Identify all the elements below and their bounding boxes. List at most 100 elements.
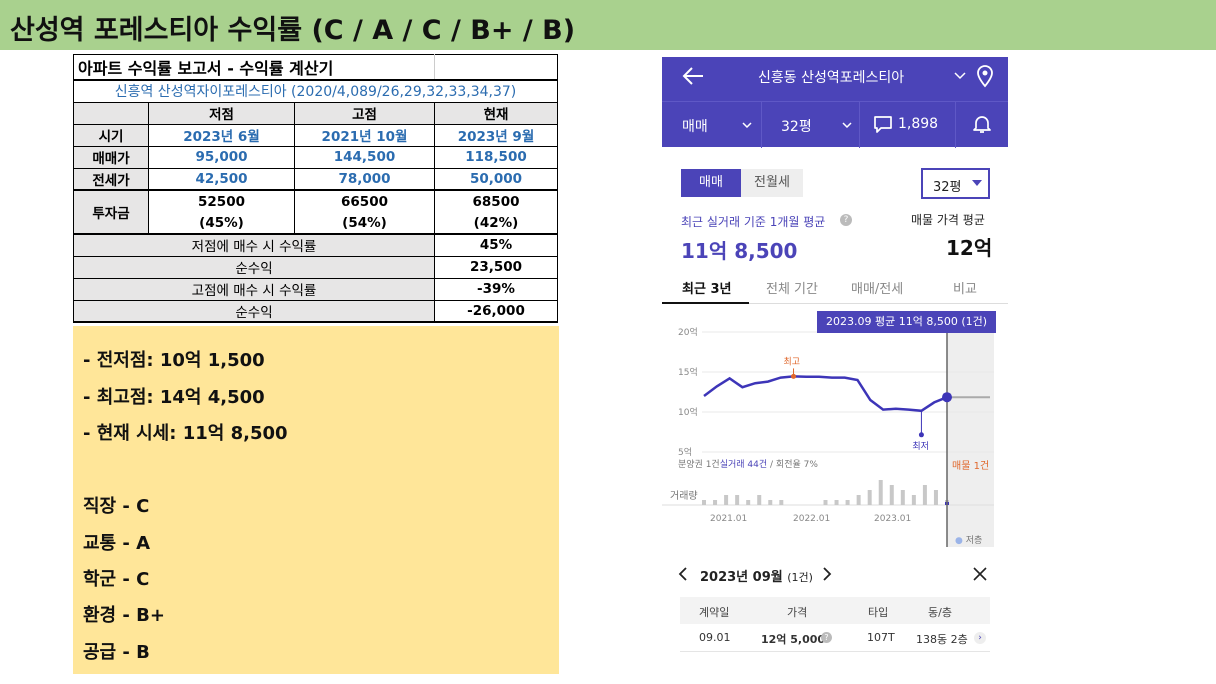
volume-bar — [713, 500, 718, 505]
tab-sale[interactable]: 매매 — [681, 169, 741, 197]
header-title[interactable]: 신흥동 산성역포레스티아 — [758, 70, 905, 86]
cell-invest-low: 52500 — [148, 189, 295, 212]
app-header: 신흥동 산성역포레스티아 매매 32평 1,898 — [662, 57, 1008, 148]
row-label-period: 시기 — [73, 123, 149, 147]
info-icon[interactable]: ? — [840, 214, 852, 226]
back-arrow-icon[interactable] — [682, 66, 704, 86]
tab-rent[interactable]: 전월세 — [741, 169, 803, 197]
volume-bar — [900, 490, 905, 505]
cell-invest-pct-high: (54%) — [294, 212, 435, 235]
volume-bar — [702, 500, 706, 505]
volume-bar — [856, 495, 861, 505]
volume-bar — [889, 485, 894, 505]
avg-label: 최근 실거래 기준 1개월 평균 — [681, 215, 826, 229]
bell-icon — [973, 116, 991, 133]
grade-line: 직장 - C — [83, 496, 150, 517]
volume-bar — [724, 495, 729, 505]
size-label: 32평 — [781, 119, 812, 135]
chart-tooltip: 2023.09 평균 11억 8,500 (1건) — [817, 311, 997, 333]
y-tick-label: 5억 — [678, 446, 692, 458]
summary-label: 저점에 매수 시 수익률 — [73, 233, 435, 257]
slide-title: 산성역 포레스티아 수익률 (C / A / C / B+ / B) — [10, 15, 576, 46]
summary-value: -26,000 — [434, 299, 558, 323]
cell-invest-high: 66500 — [294, 189, 435, 212]
size-select-label: 32평 — [933, 180, 962, 195]
cell-sale-low: 95,000 — [148, 145, 295, 169]
high-label: 최고 — [784, 356, 801, 367]
listing-label: 매물 가격 평균 — [911, 213, 985, 227]
report-subtitle: 신흥역 산성역자이포레스티아 (2020/4,089/26,29,32,33,3… — [73, 79, 558, 103]
trade-detail: 2023년 09월 (1건) 계약일 가격 타입 동/층 09.01 12억 5… — [662, 557, 1008, 657]
tab-sale-jeonse[interactable]: 매매/전세 — [851, 282, 904, 297]
x-tick-label: 2023.01 — [874, 514, 911, 524]
trade-type-label: 매매 — [682, 119, 708, 135]
detail-header: 동/층 — [928, 606, 952, 619]
volume-bar — [878, 480, 883, 505]
tab-recent-3y[interactable]: 최근 3년 — [682, 282, 732, 297]
chevron-left-icon[interactable] — [678, 567, 688, 581]
notification-button[interactable] — [956, 102, 1008, 148]
grade-line: 교통 - A — [83, 533, 151, 554]
volume-bar — [779, 500, 784, 505]
cell-invest-pct-low: (45%) — [148, 212, 295, 235]
summary-value: 23,500 — [434, 255, 558, 279]
detail-row[interactable]: 09.01 12억 5,000 ? 107T 138동 2층 › — [680, 624, 990, 652]
size-select[interactable]: 32평 — [921, 168, 990, 199]
size-dropdown[interactable]: 32평 — [762, 102, 860, 148]
tab-all-period[interactable]: 전체 기간 — [766, 282, 818, 297]
note-bullet: - 최고점: 14억 4,500 — [83, 387, 265, 408]
y-tick-label: 20억 — [678, 326, 698, 338]
summary-label: 순수익 — [73, 255, 435, 279]
chevron-down-icon — [742, 122, 752, 129]
listing-price: 12억 — [946, 236, 993, 260]
detail-date: 09.01 — [699, 631, 731, 644]
volume-bar — [746, 500, 751, 505]
cell-jeonse-current: 50,000 — [434, 167, 558, 191]
volume-bar — [834, 500, 839, 505]
comments-button[interactable]: 1,898 — [860, 102, 956, 148]
grade-line: 환경 - B+ — [83, 605, 165, 626]
volume-bar — [823, 500, 828, 505]
cell-period-low: 2023년 6월 — [148, 123, 295, 147]
detail-floor: 138동 2층 — [916, 633, 968, 646]
volume-bar — [757, 495, 762, 505]
low-label: 최저 — [912, 441, 929, 452]
comments-count: 1,898 — [898, 116, 939, 132]
chevron-down-icon[interactable] — [954, 72, 966, 80]
cell-sale-high: 144,500 — [294, 145, 435, 169]
low-point — [918, 432, 924, 438]
chevron-right-icon[interactable] — [822, 567, 832, 581]
chevron-right-icon[interactable]: › — [974, 632, 986, 644]
grade-line: 공급 - B — [83, 642, 150, 663]
info-icon[interactable]: ? — [821, 632, 832, 643]
detail-table: 계약일 가격 타입 동/층 09.01 12억 5,000 ? 107T 138… — [680, 597, 990, 652]
future-region — [947, 317, 994, 547]
row-label-jeonse: 전세가 — [73, 167, 149, 191]
row-label-sale: 매매가 — [73, 145, 149, 169]
current-point — [942, 392, 952, 403]
trade-type-dropdown[interactable]: 매매 — [662, 102, 762, 148]
summary-label: 순수익 — [73, 299, 435, 323]
row-label-invest: 투자금 — [73, 189, 149, 235]
close-icon[interactable] — [973, 567, 987, 581]
period-tabs: 최근 3년 전체 기간 매매/전세 비교 — [662, 272, 1008, 304]
location-pin-icon[interactable] — [976, 64, 994, 88]
detail-header: 타입 — [868, 606, 889, 619]
x-tick-label: 2022.01 — [793, 514, 830, 524]
y-tick-label: 10억 — [678, 406, 698, 418]
header-high: 고점 — [294, 101, 435, 125]
notes-panel: - 전저점: 10억 1,500 - 최고점: 14억 4,500 - 현재 시… — [73, 326, 559, 674]
legend-low-floor: ● 저층 — [955, 536, 983, 546]
phone-screenshot: 신흥동 산성역포레스티아 매매 32평 1,898 매매 전월세 32평 — [662, 57, 1008, 657]
price-series-line — [703, 375, 948, 413]
tab-compare[interactable]: 비교 — [953, 282, 977, 297]
listing-count: 매물 1건 — [952, 461, 990, 472]
volume-bar — [922, 485, 927, 505]
chevron-down-icon — [842, 122, 852, 129]
summary-label: 고점에 매수 시 수익률 — [73, 277, 435, 301]
volume-bar — [768, 500, 773, 505]
avg-price: 11억 8,500 — [681, 239, 798, 263]
volume-bar — [845, 500, 850, 505]
volume-caption: 분양권 1건실거래 44건 / 회전율 7% — [678, 460, 818, 470]
